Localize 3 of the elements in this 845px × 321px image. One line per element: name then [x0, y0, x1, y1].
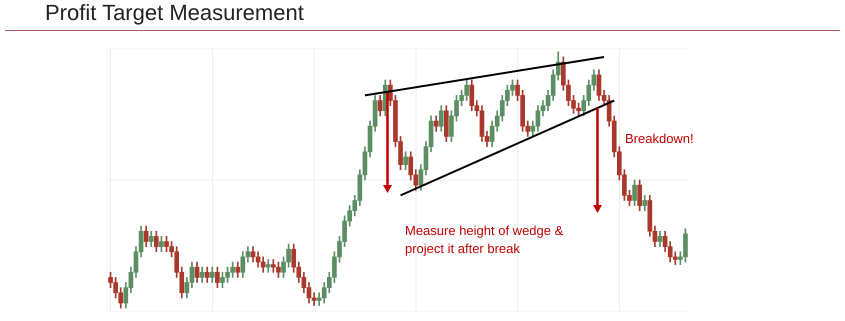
chart-title: Profit Target Measurement: [45, 0, 304, 26]
annotation: Measure height of wedge & project it after break: [405, 222, 564, 258]
annotation: Breakdown!: [625, 130, 694, 148]
